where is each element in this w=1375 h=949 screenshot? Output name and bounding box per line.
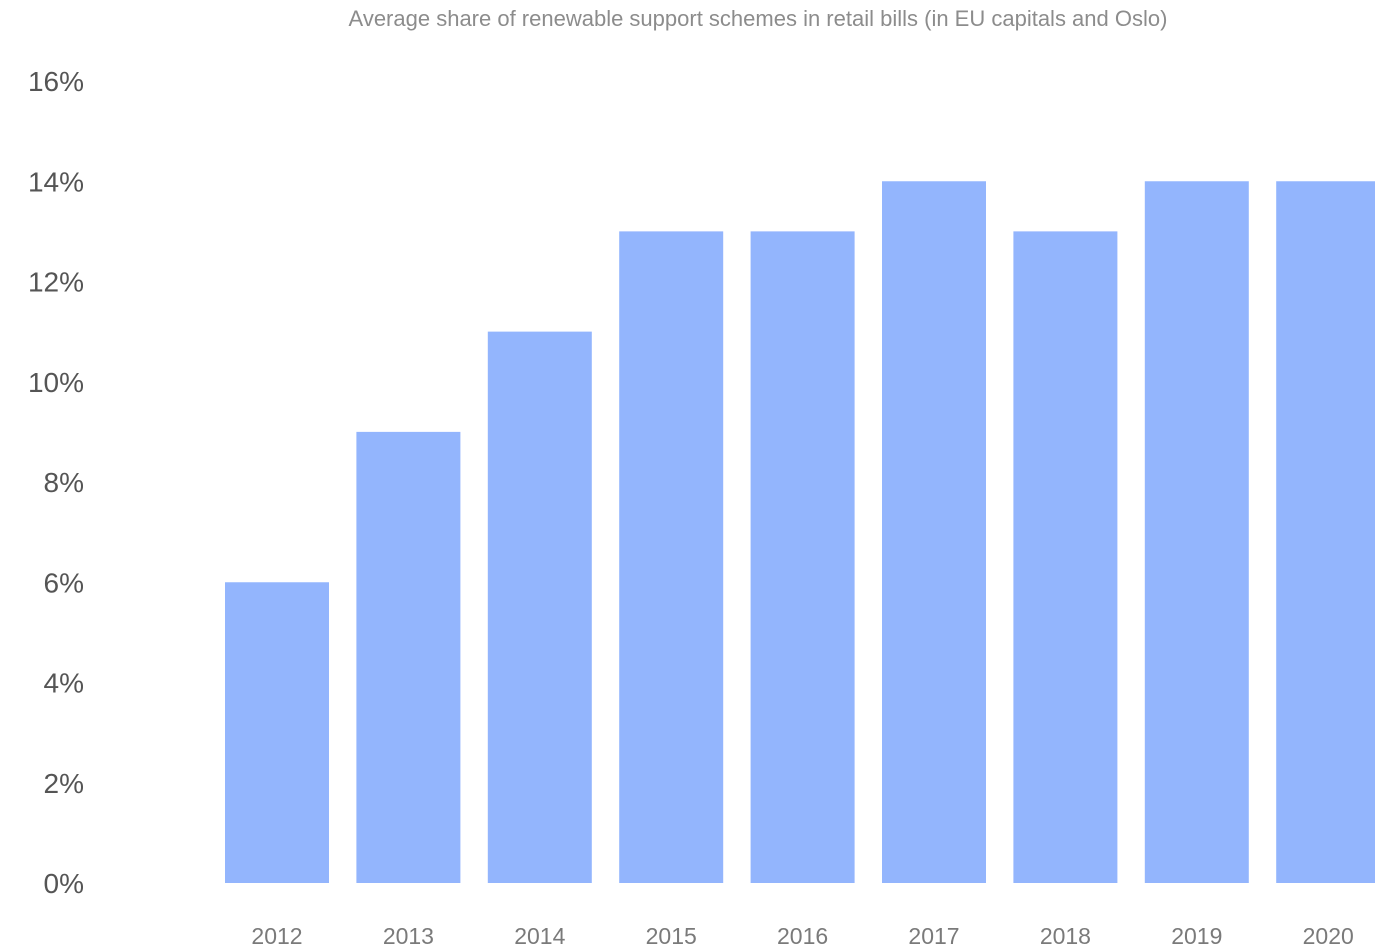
x-tick-label: 2018 — [1040, 923, 1091, 949]
bar-2016 — [750, 231, 855, 883]
y-tick-label: 14% — [28, 166, 84, 197]
x-tick-label: 2013 — [383, 923, 434, 949]
bar-2014 — [487, 331, 592, 883]
bars — [225, 181, 1375, 883]
y-tick-label: 2% — [44, 768, 84, 799]
x-axis: 2012 2013 2014 2015 2016 2017 2018 2019 2020 — [251, 923, 1353, 949]
bar-2017 — [882, 181, 986, 883]
y-tick-label: 8% — [44, 467, 84, 498]
chart-title: Average share of renewable support schem… — [349, 6, 1168, 31]
x-tick-label: 2014 — [514, 923, 565, 949]
bar-2019 — [1144, 181, 1249, 883]
bar-2015 — [619, 231, 724, 883]
x-tick-label: 2012 — [251, 923, 302, 949]
bar-2020 — [1276, 181, 1375, 883]
y-tick-label: 4% — [44, 668, 84, 699]
x-tick-label: 2019 — [1171, 923, 1222, 949]
x-tick-label: 2020 — [1303, 923, 1354, 949]
x-tick-label: 2016 — [777, 923, 828, 949]
y-tick-label: 0% — [44, 868, 84, 899]
x-tick-label: 2015 — [646, 923, 697, 949]
y-tick-label: 12% — [28, 267, 84, 298]
y-tick-label: 6% — [44, 567, 84, 598]
y-axis: 0% 2% 4% 6% 8% 10% 12% 14% 16% — [28, 66, 84, 899]
x-tick-label: 2017 — [908, 923, 959, 949]
bar-2018 — [1013, 231, 1118, 883]
y-tick-label: 10% — [28, 367, 84, 398]
bar-2012 — [225, 582, 329, 883]
bar-2013 — [356, 431, 461, 883]
y-tick-label: 16% — [28, 66, 84, 97]
